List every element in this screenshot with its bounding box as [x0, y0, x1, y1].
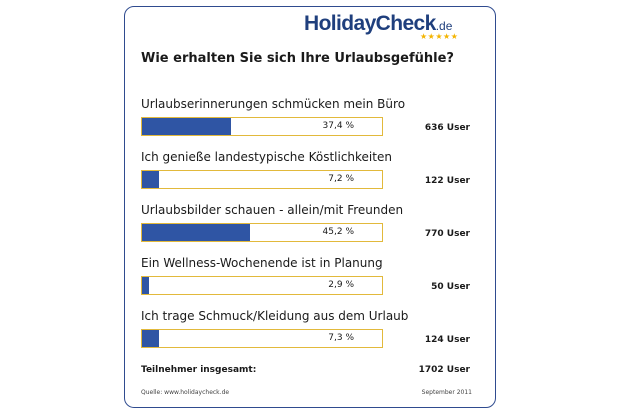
total-value: 1702 User — [418, 365, 470, 375]
bar-track: 7,2 % — [141, 170, 383, 189]
bar-track: 45,2 % — [141, 223, 383, 242]
logo-wordmark: HolidayCheck.de — [304, 13, 452, 37]
bar-value-label: 45,2 % — [322, 227, 354, 237]
footer-source: Quelle: www.holidaycheck.de — [141, 389, 230, 396]
chart-title: Wie erhalten Sie sich Ihre Urlaubsgefühl… — [141, 51, 454, 66]
holidaycheck-logo: HolidayCheck.de ★★★★★ — [304, 13, 489, 41]
bar-label: Ich trage Schmuck/Kleidung aus dem Urlau… — [141, 309, 409, 323]
bar-value-label: 7,2 % — [328, 174, 354, 184]
footer-date: September 2011 — [421, 389, 472, 396]
bar-label: Urlaubserinnerungen schmücken mein Büro — [141, 97, 406, 111]
bar-value-label: 37,4 % — [322, 121, 354, 131]
bar-fill — [142, 224, 250, 241]
logo-stars-icon: ★★★★★ — [420, 32, 459, 41]
bar-fill — [142, 277, 149, 294]
bar-fill — [142, 171, 159, 188]
user-count: 50 User — [431, 282, 470, 292]
user-count: 770 User — [424, 229, 470, 239]
bar-track: 37,4 % — [141, 117, 383, 136]
bar-fill — [142, 118, 231, 135]
bar-label: Ich genieße landestypische Köstlichkeite… — [141, 150, 392, 164]
total-label: Teilnehmer insgesamt: — [141, 365, 257, 375]
bar-fill — [142, 330, 159, 347]
bar-track: 7,3 % — [141, 329, 383, 348]
bar-value-label: 2,9 % — [328, 280, 354, 290]
bar-value-label: 7,3 % — [328, 333, 354, 343]
user-count: 636 User — [424, 123, 470, 133]
user-count: 122 User — [424, 176, 470, 186]
logo-tld: .de — [435, 19, 453, 33]
bar-label: Urlaubsbilder schauen - allein/mit Freun… — [141, 203, 404, 217]
bar-label: Ein Wellness-Wochenende ist in Planung — [141, 256, 383, 270]
logo-name: HolidayCheck — [304, 12, 436, 35]
user-count: 124 User — [424, 335, 470, 345]
bar-track: 2,9 % — [141, 276, 383, 295]
